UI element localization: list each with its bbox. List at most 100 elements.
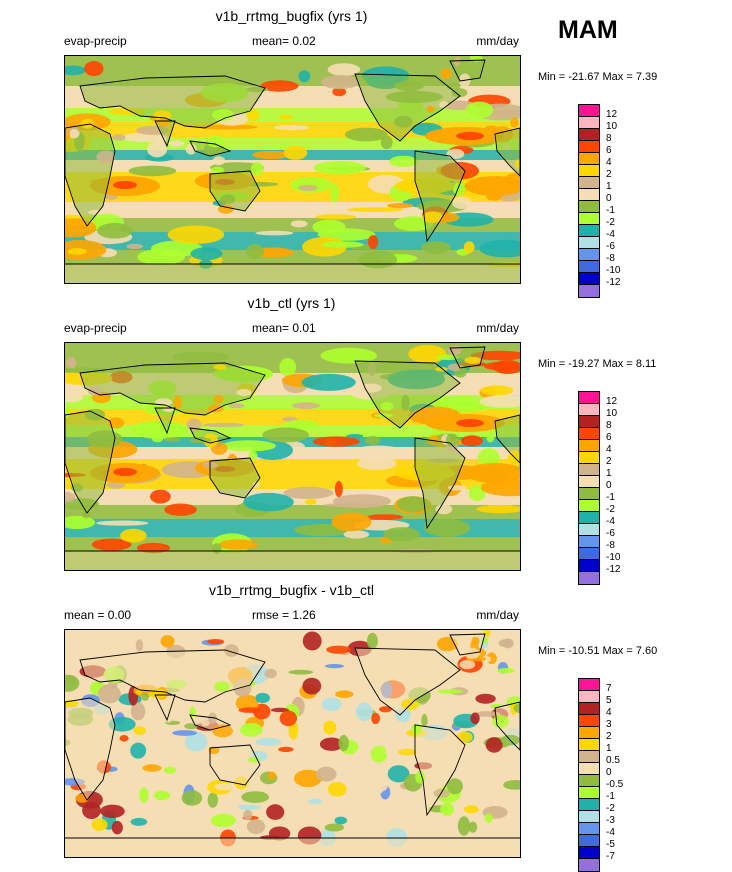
minmax-label: Min = -10.51 Max = 7.60 (538, 645, 658, 657)
land-blob (206, 135, 226, 148)
colorbar-swatch (579, 428, 599, 440)
land-blob (471, 636, 480, 645)
colorbar-level-label: -0.5 (606, 779, 624, 790)
colorbar-swatch (579, 285, 599, 297)
field-blob (503, 780, 520, 790)
field-blob (383, 527, 420, 542)
field-band (65, 734, 520, 746)
colorbar-swatch (579, 548, 599, 560)
land-blob (96, 150, 116, 164)
colorbar-level-label: -4 (606, 827, 615, 838)
land-blob (246, 108, 260, 122)
field-blob (479, 239, 520, 258)
colorbar-swatch (579, 847, 599, 859)
colorbar-level-label: -12 (606, 277, 621, 288)
field-blob (163, 766, 176, 774)
coastline (209, 457, 261, 499)
field-blob (293, 769, 322, 788)
field-blob (486, 432, 495, 443)
field-blob (167, 225, 225, 244)
field-blob (238, 707, 261, 713)
field-band (65, 792, 520, 806)
field-blob (130, 702, 146, 721)
field-blob (218, 539, 258, 550)
field-blob (348, 445, 407, 462)
field-blob (288, 669, 314, 675)
land-blob (185, 143, 197, 155)
land-blob (81, 510, 91, 519)
colorbar-level-label: 7 (606, 683, 612, 694)
land-blob (214, 782, 237, 791)
field-blob (322, 241, 364, 248)
colorbar-level-label: -10 (606, 265, 621, 276)
field-blob (139, 787, 149, 803)
field-blob (347, 207, 404, 212)
colorbar-swatch (579, 823, 599, 835)
field-blob (207, 792, 218, 808)
field-blob (440, 802, 455, 816)
colorbar-swatch (579, 261, 599, 273)
colorbar-swatch (579, 787, 599, 799)
land-blob (415, 770, 425, 784)
land-blob (446, 148, 465, 160)
land-blob (236, 389, 252, 397)
field-blob (243, 492, 294, 512)
field-blob (130, 817, 148, 826)
field-blob (65, 674, 80, 692)
colorbar-level-label: -7 (606, 851, 615, 862)
land-blob (478, 56, 492, 58)
units-label: mm/day (476, 608, 519, 622)
land-blob (426, 105, 435, 113)
land-fill (415, 725, 465, 815)
field-blob (387, 203, 413, 209)
field-blob (302, 677, 322, 695)
land-blob (453, 56, 461, 67)
field-band (65, 806, 520, 824)
field-blob (291, 402, 320, 409)
map-plot (64, 55, 521, 284)
colorbar-level-label: 8 (606, 420, 612, 431)
field-blob (91, 538, 132, 551)
land-fill (65, 698, 115, 800)
field-blob (332, 770, 356, 776)
field-blob (270, 707, 289, 713)
field-blob (67, 248, 87, 255)
field-blob (424, 518, 471, 538)
field-blob (128, 165, 177, 177)
colorbar-level-label: 4 (606, 157, 612, 168)
field-blob (172, 730, 198, 736)
field-blob (273, 124, 310, 131)
field-blob (290, 220, 308, 228)
field-blob (84, 61, 104, 77)
land-blob (201, 719, 210, 727)
field-blob (133, 726, 146, 735)
field-blob (252, 150, 291, 159)
field-blob (246, 819, 266, 834)
field-blob (241, 791, 269, 803)
field-blob (279, 710, 297, 727)
field-blob (279, 114, 293, 120)
field-blob (120, 528, 147, 543)
field-blob (155, 756, 168, 767)
colorbar-level-label: 12 (606, 109, 618, 120)
field-blob (164, 503, 197, 516)
colorbar-level-label: -5 (606, 839, 615, 850)
land-blob (208, 746, 220, 755)
land-blob (484, 125, 498, 132)
mean-label: mean= 0.01 (252, 321, 316, 335)
field-blob (334, 480, 343, 498)
field-blob (301, 373, 356, 391)
land-blob (248, 451, 258, 461)
coastline (354, 360, 461, 429)
land-fill (155, 408, 175, 433)
field-blob (371, 712, 380, 725)
field-blob (65, 391, 84, 403)
colorbar-swatch (579, 237, 599, 249)
field-blob (142, 764, 162, 772)
field-blob (243, 809, 253, 821)
field-blob (480, 385, 514, 396)
land-blob (247, 757, 261, 763)
land-blob (210, 166, 225, 174)
field-blob (284, 419, 319, 430)
colorbar-level-label: 1 (606, 743, 612, 754)
